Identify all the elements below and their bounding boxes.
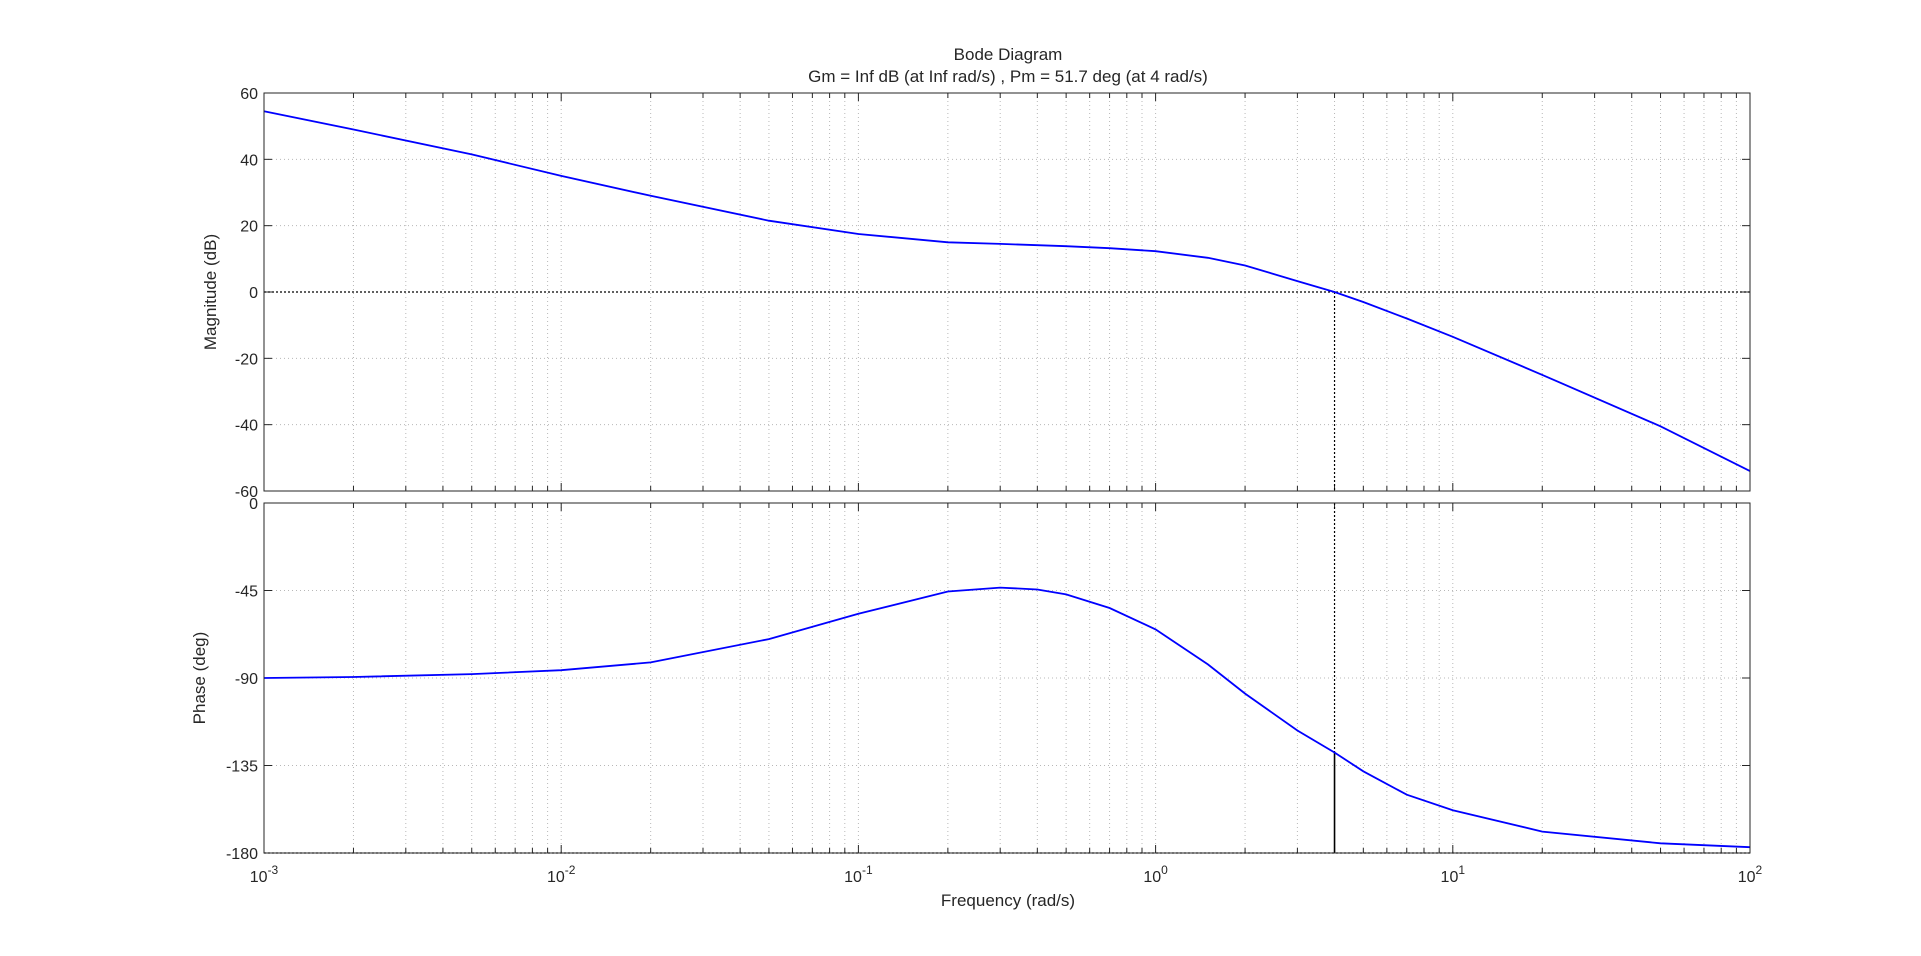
phase-axes-frame xyxy=(263,502,1751,854)
x-tick-label: 102 xyxy=(1738,863,1763,886)
phase-y-tick-labels: 0 -45 -90 -135 -180 xyxy=(226,496,258,863)
y-tick-label: -60 xyxy=(235,484,258,501)
magnitude-y-axis-label: Magnitude (dB) xyxy=(201,234,220,350)
magnitude-y-tick-labels: 60 40 20 0 -20 -40 -60 xyxy=(235,86,258,501)
y-tick-label: -40 xyxy=(235,418,258,435)
magnitude-series-line xyxy=(263,110,1751,472)
y-tick-label: -135 xyxy=(226,759,258,776)
magnitude-axes-frame xyxy=(263,92,1751,492)
y-tick-label: -180 xyxy=(226,846,258,863)
magnitude-grid xyxy=(264,92,1750,492)
y-tick-label: 60 xyxy=(240,86,258,103)
x-tick-labels: 10-3 10-2 10-1 100 101 102 xyxy=(250,863,1763,886)
chart-title: Bode Diagram xyxy=(954,45,1063,64)
y-tick-label: -45 xyxy=(235,584,258,601)
y-tick-label: -20 xyxy=(235,351,258,368)
x-tick-label: 10-3 xyxy=(250,863,279,886)
y-tick-label: 40 xyxy=(240,152,258,169)
x-tick-label: 10-2 xyxy=(547,863,576,886)
x-tick-label: 101 xyxy=(1441,863,1466,886)
x-tick-label: 100 xyxy=(1143,863,1168,886)
y-tick-label: 0 xyxy=(249,496,258,513)
magnitude-panel: 60 40 20 0 -20 -40 -60 Magnitude (dB) xyxy=(201,86,1751,501)
phase-panel: 0 -45 -90 -135 -180 Phase (deg) xyxy=(190,496,1751,863)
y-tick-label: -90 xyxy=(235,671,258,688)
phase-y-axis-label: Phase (deg) xyxy=(190,632,209,725)
phase-series-line xyxy=(263,586,1751,849)
x-tick-label: 10-1 xyxy=(844,863,873,886)
phase-grid xyxy=(264,502,1750,854)
y-tick-label: 0 xyxy=(249,285,258,302)
x-axis-label: Frequency (rad/s) xyxy=(941,891,1075,910)
chart-subtitle: Gm = Inf dB (at Inf rad/s) , Pm = 51.7 d… xyxy=(808,67,1208,86)
y-tick-label: 20 xyxy=(240,219,258,236)
